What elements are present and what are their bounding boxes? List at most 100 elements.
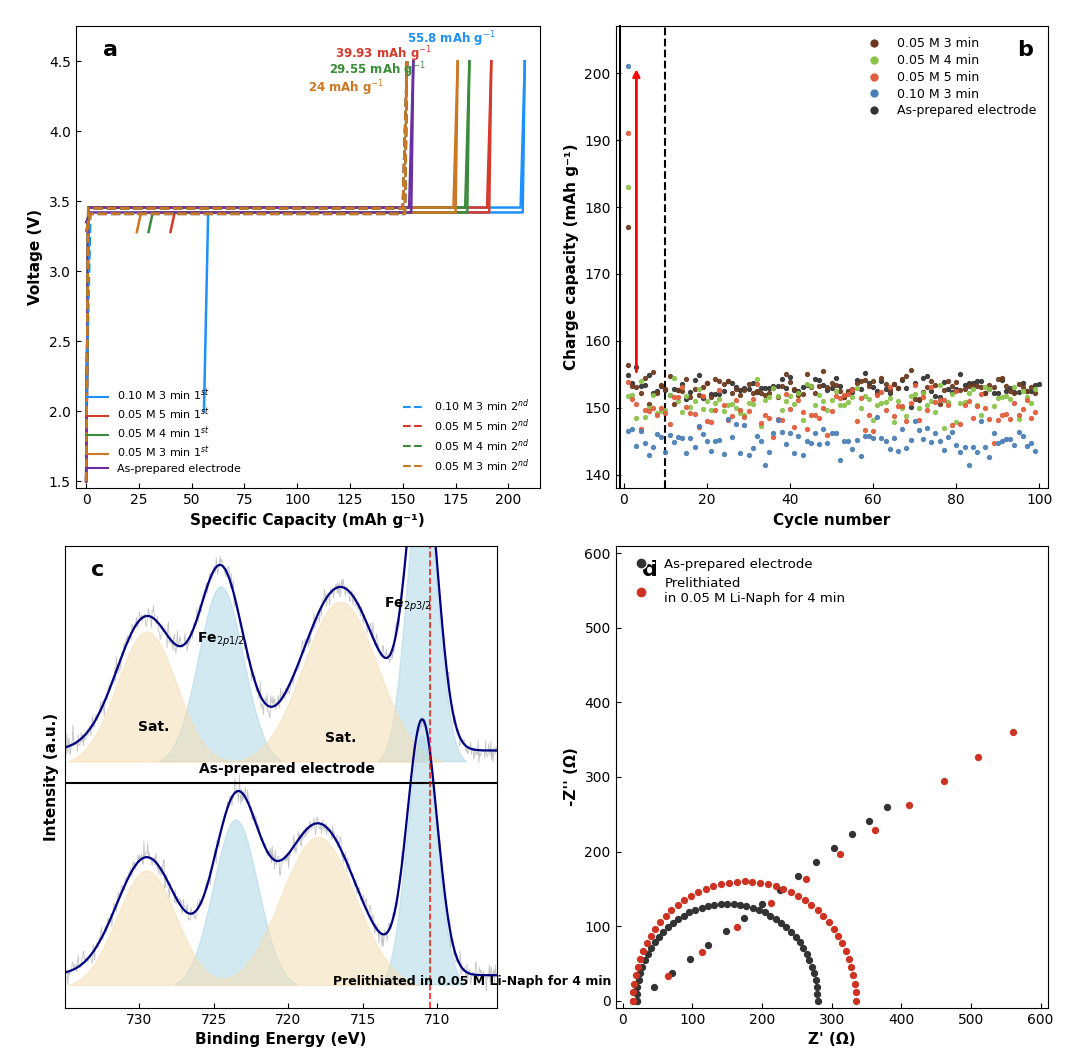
Point	[665, 434, 683, 450]
Point	[839, 382, 856, 399]
Point	[823, 375, 840, 392]
Point	[728, 919, 745, 936]
Point	[820, 915, 837, 931]
Point	[989, 384, 1007, 401]
Point	[944, 416, 961, 433]
Point	[699, 375, 716, 392]
Point	[765, 379, 782, 396]
Point	[947, 381, 964, 398]
Point	[623, 391, 640, 407]
Y-axis label: -Z'' (Ω): -Z'' (Ω)	[564, 748, 579, 806]
Text: Fe$_{2p1/2}$: Fe$_{2p1/2}$	[198, 630, 245, 649]
Point	[906, 391, 923, 407]
Point	[1018, 388, 1036, 405]
Point	[807, 384, 824, 401]
Point	[798, 365, 815, 382]
Point	[827, 387, 845, 404]
Point	[715, 382, 732, 399]
Point	[623, 386, 640, 403]
Point	[802, 379, 820, 396]
Point	[918, 401, 935, 418]
Point	[906, 376, 923, 393]
Point	[636, 376, 653, 393]
Point	[778, 386, 795, 403]
Point	[782, 387, 799, 404]
Point	[794, 446, 811, 463]
Point	[901, 797, 918, 814]
Point	[796, 891, 813, 908]
Point	[852, 399, 869, 416]
Point	[922, 392, 940, 408]
Point	[765, 424, 782, 441]
Point	[687, 901, 704, 918]
Y-axis label: Intensity (a.u.): Intensity (a.u.)	[44, 713, 59, 841]
Point	[624, 992, 642, 1009]
Point	[677, 444, 694, 461]
Point	[659, 968, 676, 985]
Point	[634, 943, 651, 960]
Point	[868, 382, 886, 399]
Point	[877, 375, 894, 392]
Point	[856, 387, 874, 404]
Point	[762, 895, 780, 911]
Point	[677, 391, 694, 407]
Point	[868, 385, 886, 402]
Point	[827, 383, 845, 400]
Point	[814, 421, 832, 438]
Point	[1010, 376, 1027, 393]
Point	[976, 400, 994, 417]
Point	[636, 401, 653, 418]
Point	[829, 928, 847, 945]
Point	[620, 218, 637, 235]
Point	[748, 383, 766, 400]
Point	[674, 379, 691, 396]
Point	[636, 435, 653, 452]
Point	[832, 452, 849, 468]
Point	[897, 380, 915, 397]
Point	[856, 364, 874, 381]
Text: 29.55 mAh g$^{-1}$: 29.55 mAh g$^{-1}$	[329, 60, 426, 80]
Point	[789, 385, 807, 402]
Point	[702, 443, 719, 460]
Point	[748, 371, 766, 387]
Point	[861, 406, 878, 423]
Point	[864, 422, 881, 439]
Point	[832, 390, 849, 406]
Point	[669, 897, 686, 914]
Point	[881, 378, 899, 395]
Point	[964, 376, 982, 393]
Point	[972, 385, 989, 402]
Point	[659, 919, 676, 936]
Point	[778, 436, 795, 453]
Point	[981, 411, 998, 427]
Point	[782, 425, 799, 442]
Point	[902, 387, 919, 404]
Point	[632, 384, 649, 401]
Point	[711, 385, 728, 402]
Point	[706, 371, 724, 387]
Point	[832, 846, 849, 863]
Point	[951, 444, 969, 461]
Point	[620, 373, 637, 390]
Point	[832, 378, 849, 395]
Point	[735, 408, 753, 425]
Point	[819, 378, 836, 395]
Point	[998, 432, 1015, 448]
Point	[700, 937, 717, 953]
Point	[744, 874, 761, 890]
Point	[1023, 435, 1040, 452]
Point	[744, 396, 761, 413]
Point	[960, 392, 977, 408]
Point	[836, 397, 853, 414]
Point	[918, 419, 935, 436]
Point	[868, 397, 886, 414]
Point	[836, 388, 853, 405]
Point	[840, 950, 858, 967]
Point	[998, 405, 1015, 422]
Point	[972, 373, 989, 390]
Point	[731, 897, 748, 914]
Point	[657, 444, 674, 461]
Point	[715, 397, 732, 414]
Text: Prelithiated in 0.05 M Li-Naph for 4 min: Prelithiated in 0.05 M Li-Naph for 4 min	[333, 974, 611, 988]
Point	[881, 385, 899, 402]
